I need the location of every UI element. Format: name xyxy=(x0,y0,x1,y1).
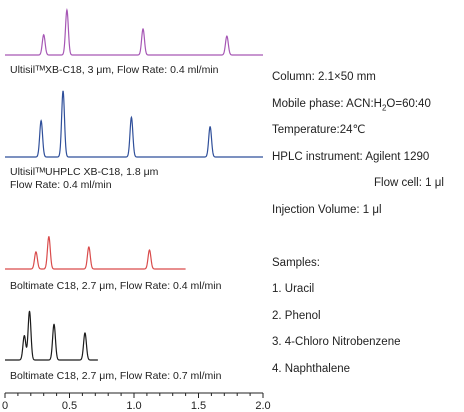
mobile-phase-suffix: O=60:40 xyxy=(386,98,431,110)
sample-item-3: 3. 4-Chloro Nitrobenzene xyxy=(272,336,401,348)
x-tick-label: 0.5 xyxy=(62,400,77,412)
x-tick-label: 2.0 xyxy=(255,400,270,412)
x-axis: 0 0.5 1.0 1.5 2.0 xyxy=(2,392,271,412)
x-tick-label: 1.0 xyxy=(126,400,141,412)
instrument-info: HPLC instrument: Agilent 1290 xyxy=(272,151,430,163)
trace-2-caption-line-2: Flow Rate: 0.4 ml/min xyxy=(10,179,112,191)
trace-3-caption-line-1: Boltimate C18, 2.7 μm, Flow Rate: 0.4 ml… xyxy=(10,280,222,292)
trace-2-caption-line-1: UltisilᵀᴹUHPLC XB-C18, 1.8 μm xyxy=(10,166,159,178)
x-tick-label: 0 xyxy=(2,400,8,412)
sample-item-4: 4. Naphthalene xyxy=(272,363,351,375)
column-info: Column: 2.1×50 mm xyxy=(272,71,376,83)
trace-3-caption: Boltimate C18, 2.7 μm, Flow Rate: 0.4 ml… xyxy=(10,280,221,293)
trace-4-caption-line-1: Boltimate C18, 2.7 μm, Flow Rate: 0.7 ml… xyxy=(10,370,222,382)
trace-4-line xyxy=(5,310,98,361)
flow-cell-info: Flow cell: 1 μl xyxy=(374,177,444,189)
chromatogram-traces xyxy=(5,8,263,361)
trace-4-caption: Boltimate C18, 2.7 μm, Flow Rate: 0.7 ml… xyxy=(10,370,221,383)
trace-1-line xyxy=(5,8,263,56)
sample-item-2: 2. Phenol xyxy=(272,310,321,322)
x-tick-label: 1.5 xyxy=(191,400,206,412)
trace-3-line xyxy=(5,236,186,270)
trace-2-line xyxy=(5,90,263,158)
mobile-phase-info: Mobile phase: ACN:H2O=60:40 xyxy=(272,97,431,115)
injection-volume-info: Injection Volume: 1 μl xyxy=(272,204,382,216)
trace-1-caption: UltisilᵀᴹXB-C18, 3 μm, Flow Rate: 0.4 ml… xyxy=(10,64,219,77)
trace-1-caption-line-1: UltisilᵀᴹXB-C18, 3 μm, Flow Rate: 0.4 ml… xyxy=(10,64,219,76)
temperature-info: Temperature:24℃ xyxy=(272,124,366,136)
trace-2-caption: UltisilᵀᴹUHPLC XB-C18, 1.8 μm Flow Rate:… xyxy=(10,166,158,192)
samples-heading: Samples: xyxy=(272,257,320,269)
mobile-phase-prefix: Mobile phase: ACN:H xyxy=(272,98,382,110)
sample-item-1: 1. Uracil xyxy=(272,283,315,295)
mobile-phase-subscript: 2 xyxy=(381,103,387,113)
